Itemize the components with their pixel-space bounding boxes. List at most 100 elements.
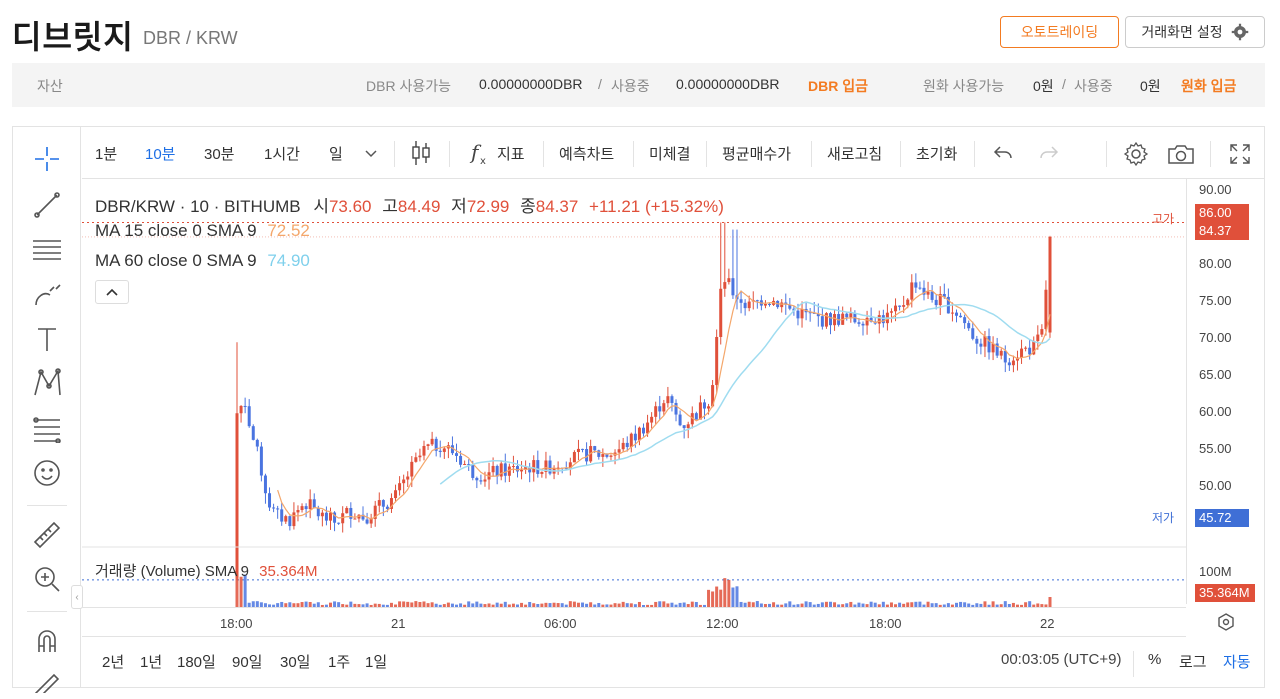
interval-1h[interactable]: 1시간 [264,146,300,163]
candle-body [739,299,743,303]
measure-tool[interactable] [27,517,67,553]
range-1w[interactable]: 1주 [328,654,351,671]
volume-bar [410,602,414,607]
candle-body [1007,362,1011,366]
range-30d[interactable]: 30일 [280,654,311,671]
separator-slash: / [598,76,602,92]
volume-bar [1007,604,1011,607]
price-chart-area[interactable] [82,179,1186,635]
magnet-tool[interactable] [27,623,67,659]
candle-body [280,509,284,522]
candle-body [389,498,393,509]
candle-body [1036,334,1040,342]
range-90d[interactable]: 90일 [232,654,263,671]
unfilled-orders-button[interactable]: 미체결 [649,146,691,163]
auto-trading-button[interactable]: 오토트레이딩 [1000,16,1119,48]
candle-body [910,282,914,300]
candle-body [654,406,658,417]
crosshair-tool[interactable] [27,141,67,177]
indicator-button[interactable]: 지표 [497,146,525,163]
candle-body [711,385,715,407]
reset-button[interactable]: 초기화 [916,146,958,163]
volume-bar [727,579,731,607]
percent-toggle[interactable]: % [1148,651,1162,668]
candle-body [483,479,487,482]
candle-body [503,463,507,476]
x-tick: 06:00 [544,616,577,631]
y-tick: 60.00 [1199,404,1232,419]
candle-body [727,278,731,283]
candle-body [459,455,463,465]
candle-body [828,313,832,326]
range-180d[interactable]: 180일 [177,654,216,671]
candle-body [312,499,316,509]
volume-bar [572,601,576,607]
candle-body [544,460,548,472]
candle-body [662,403,666,412]
range-2y[interactable]: 2년 [102,654,125,671]
collapse-toolbar-button[interactable]: ‹ [71,585,83,609]
volume-bar [694,602,698,607]
volume-bar [613,603,617,607]
interval-day[interactable]: 일 [329,146,343,163]
text-tool[interactable] [27,321,67,357]
redo-icon[interactable] [1038,143,1060,163]
interval-30m[interactable]: 30분 [204,146,235,163]
candle-style-icon[interactable] [410,139,432,167]
undo-icon[interactable] [992,143,1014,163]
interval-10m[interactable]: 10분 [145,146,176,163]
zoom-tool[interactable] [27,561,67,597]
brush-tool[interactable] [27,277,67,313]
volume-bar [560,603,564,607]
pattern-tool[interactable] [27,365,67,401]
camera-icon[interactable] [1167,142,1195,166]
time-axis[interactable]: 18:00 21 06:00 12:00 18:00 22 [82,607,1186,637]
auto-toggle[interactable]: 자동 [1223,654,1251,671]
ma15-legend: MA 15 close 0 SMA 9 72.52 [95,221,310,241]
candle-body [1040,329,1044,335]
interval-1m[interactable]: 1분 [95,146,118,163]
range-1y[interactable]: 1년 [140,654,163,671]
krw-deposit-link[interactable]: 원화 입금 [1181,78,1237,94]
fib-tool[interactable] [27,411,67,447]
volume-bar [906,602,910,607]
range-1d[interactable]: 1일 [365,654,388,671]
clock-timezone[interactable]: 00:03:05 (UTC+9) [1001,651,1122,668]
volume-bar [597,603,601,607]
volume-bar [296,603,300,607]
avg-buy-price-button[interactable]: 평균매수가 [722,146,792,163]
collapse-legend-button[interactable] [95,280,129,304]
candle-body [617,449,621,453]
settings-gear-icon[interactable] [1123,141,1149,167]
trendline-tool[interactable] [27,187,67,223]
volume-bar [869,601,873,607]
volume-bar [812,604,816,607]
candle-body [979,343,983,347]
volume-bar [438,604,442,607]
emoji-tool[interactable] [27,455,67,491]
volume-bar [455,604,459,607]
prediction-chart-button[interactable]: 예측차트 [559,146,615,163]
horizontal-lines-tool[interactable] [27,231,67,267]
candle-body [763,303,767,306]
volume-bar [515,604,519,607]
screen-settings-button[interactable]: 거래화면 설정 [1125,16,1265,48]
candle-body [1011,360,1015,366]
pencil-tool[interactable] [27,663,67,699]
axis-settings-icon[interactable] [1216,612,1236,632]
fullscreen-icon[interactable] [1229,143,1251,165]
log-toggle[interactable]: 로그 [1179,654,1207,671]
volume-bar [353,603,357,607]
pattern-icon [34,368,61,396]
ma60-value: 74.90 [267,251,310,270]
volume-bar [1020,604,1024,607]
y-tick: 70.00 [1199,330,1232,345]
refresh-button[interactable]: 새로고침 [827,146,883,163]
volume-bar [662,601,666,607]
dbr-deposit-link[interactable]: DBR 입금 [808,78,868,94]
chevron-down-icon[interactable] [364,149,378,159]
ohlc-legend: DBR/KRW · 10 · BITHUMB 시73.60 고84.49 저72… [95,192,724,217]
price-axis[interactable]: 90.00 80.00 75.00 70.00 65.00 60.00 55.0… [1186,179,1265,604]
